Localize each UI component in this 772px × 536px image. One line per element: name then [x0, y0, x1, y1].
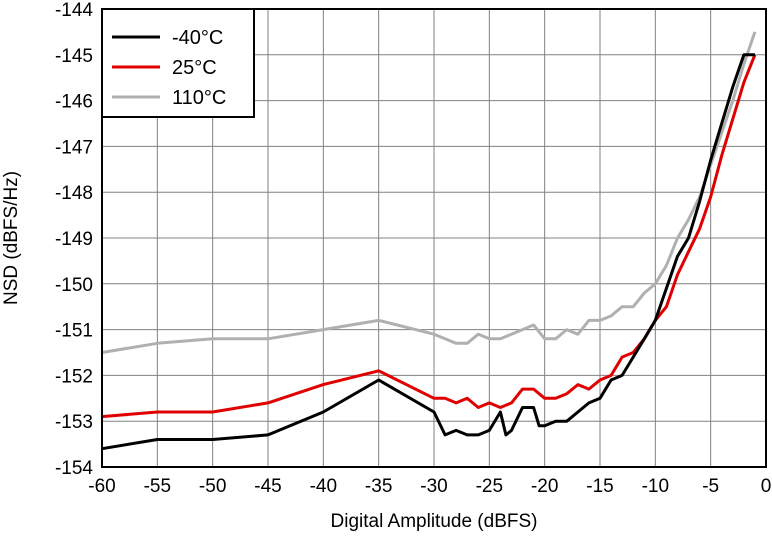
legend-label: 25°C	[172, 57, 217, 79]
x-tick-label: -60	[88, 476, 115, 497]
series-line	[101, 54, 757, 419]
y-tick-label: -151	[55, 321, 93, 342]
y-tick-label: -150	[55, 275, 93, 296]
y-tick-label: -153	[55, 412, 93, 433]
series-line	[101, 53, 755, 451]
y-tick-label: -154	[55, 458, 93, 479]
y-tick-label: -149	[55, 229, 93, 250]
x-tick-label: -45	[254, 476, 281, 497]
legend-label: -40°C	[172, 27, 223, 49]
x-tick-label: -35	[365, 476, 392, 497]
x-axis-title: Digital Amplitude (dBFS)	[331, 511, 538, 531]
x-tick-label: -20	[531, 476, 558, 497]
x-tick-label: -10	[642, 476, 669, 497]
series-layer	[101, 31, 757, 451]
plot-frame	[101, 8, 767, 468]
y-tick-labels: -154 -153 -152 -151 -150 -149 -148 -147 -146 -145…	[55, 0, 93, 479]
x-tick-label: -55	[144, 476, 171, 497]
x-tick-label: -15	[586, 476, 613, 497]
x-tick-labels: -60 -55 -50 -45 -40 -35 -30 -25 -20 -15 -10 -5 0	[88, 476, 771, 497]
x-tick-label: 0	[761, 476, 772, 497]
y-tick-label: -146	[55, 92, 93, 113]
series-line	[101, 31, 757, 354]
x-tick-label: -30	[420, 476, 447, 497]
legend-box	[101, 8, 255, 118]
y-tick-label: -144	[55, 0, 93, 21]
legend: -40°C 25°C 110°C	[101, 8, 255, 118]
y-tick-label: -145	[55, 46, 93, 67]
y-tick-label: -148	[55, 183, 93, 204]
y-tick-label: -147	[55, 137, 93, 158]
y-axis-title: NSD (dBFS/Hz)	[1, 171, 22, 305]
y-tick-label: -152	[55, 366, 93, 387]
x-tick-label: -40	[310, 476, 337, 497]
x-tick-label: -5	[702, 476, 719, 497]
x-tick-label: -25	[476, 476, 503, 497]
legend-label: 110°C	[172, 87, 226, 109]
x-tick-label: -50	[199, 476, 226, 497]
